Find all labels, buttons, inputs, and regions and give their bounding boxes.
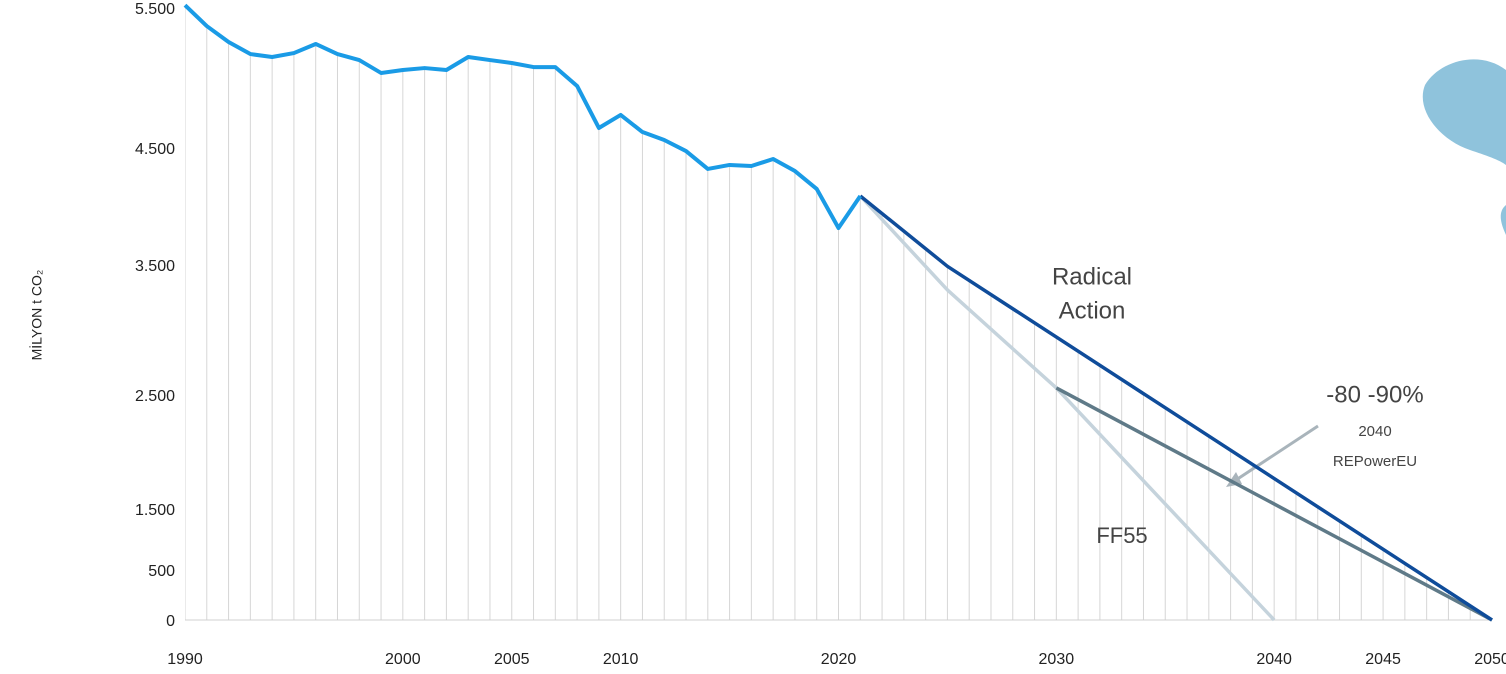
line-series: [1055, 386, 1493, 622]
x-tick-label: 2030: [1039, 651, 1075, 668]
x-tick-label: 2040: [1256, 651, 1292, 668]
y-axis-label: MİLYON t CO₂: [28, 270, 45, 361]
x-tick-label: 2050: [1474, 651, 1506, 668]
annotation: -80 -90%: [1326, 381, 1423, 408]
annotation: REPowerEU: [1333, 453, 1417, 470]
x-tick-label: 2045: [1365, 651, 1401, 668]
line-series: [859, 194, 1493, 622]
y-tick-label: 2.500: [135, 388, 175, 405]
x-tick-label: 1990: [167, 651, 203, 668]
annotation: Radical: [1052, 263, 1132, 290]
annotation: Action: [1059, 297, 1126, 324]
line-series: [858, 194, 1276, 622]
y-tick-label: 5.500: [135, 1, 175, 18]
x-tick-label: 2000: [385, 651, 421, 668]
cloud: [1422, 59, 1506, 235]
y-tick-label: 0: [166, 613, 175, 630]
x-tick-label: 2005: [494, 651, 530, 668]
x-tick-label: 2020: [821, 651, 857, 668]
annotation: FF55: [1096, 523, 1147, 548]
annotation: 2040: [1358, 423, 1391, 440]
y-tick-label: 1.500: [135, 502, 175, 519]
y-tick-label: 4.500: [135, 141, 175, 158]
line-series: [183, 3, 862, 231]
y-tick-label: 3.500: [135, 258, 175, 275]
y-tick-label: 500: [148, 563, 175, 580]
x-tick-label: 2010: [603, 651, 639, 668]
year-grid: [185, 5, 1492, 620]
